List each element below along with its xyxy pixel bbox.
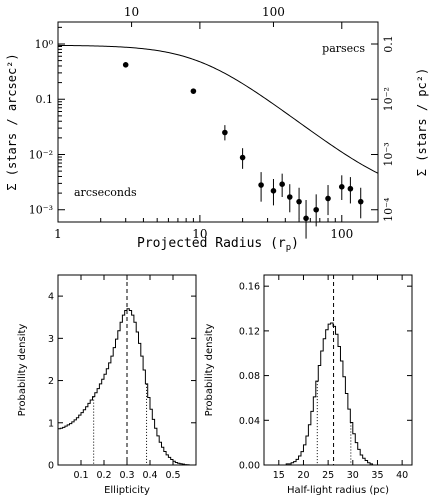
ellipticity-panel: 0.1 0.2 0.3 0.4 0.5 0 1 2 3 4 Ellipticity Probabi…: [17, 274, 197, 496]
right-axis-label: 10⁻⁴: [382, 197, 395, 222]
top-axis-label: 100: [262, 5, 285, 19]
ellipticity-histogram: [58, 308, 196, 466]
x-tick-label: 0.3: [119, 470, 134, 481]
x-tick-label: 100: [330, 227, 353, 241]
half-light-radius-histogram: [278, 322, 403, 466]
x-tick-label: 0.2: [96, 470, 111, 481]
x-axis-label-subscript: p: [286, 243, 291, 253]
half-light-radius-frame: [263, 274, 413, 466]
surface-density-right-axis: 0.1 10⁻² 10⁻³ 10⁻⁴: [382, 35, 395, 222]
ellipticity-x-label: Ellipticity: [104, 485, 150, 496]
x-tick-label: 40: [396, 470, 408, 481]
data-point: [258, 182, 264, 188]
y-tick-label: 2: [48, 376, 54, 387]
x-tick-label: 1: [54, 227, 62, 241]
data-point: [279, 181, 285, 187]
surface-density-right-y-label: Σ (stars / pc²): [415, 68, 429, 176]
x-tick-label: 35: [371, 470, 383, 481]
half-light-radius-x-label: Half-light radius (pc): [287, 485, 389, 496]
y-tick-label: 0.04: [239, 416, 260, 427]
y-tick-label: 10⁻³: [29, 204, 53, 217]
y-tick-label: 0.00: [239, 461, 260, 472]
arcseconds-label: arcseconds: [74, 186, 137, 199]
x-tick-label: 10: [192, 227, 207, 241]
data-point: [270, 188, 277, 194]
y-tick-label: 4: [48, 292, 54, 303]
data-point: [347, 185, 354, 192]
data-point: [122, 62, 129, 68]
data-point: [325, 195, 331, 202]
top-axis-label: 10: [124, 5, 139, 19]
right-axis-label: 10⁻²: [382, 87, 395, 111]
half-light-radius-y-label: Probability density: [204, 324, 215, 417]
y-tick-label: 0.12: [239, 326, 260, 337]
y-tick-label: 0.1: [36, 93, 54, 106]
surface-density-x-ticks: 1 10 100: [54, 22, 353, 241]
x-tick-label: 15: [273, 470, 285, 481]
y-tick-label: 10⁻²: [29, 148, 53, 161]
surface-density-frame: [57, 21, 379, 223]
x-axis-label-text: Projected Radius (r: [137, 236, 286, 251]
ellipticity-ticks: 0.1 0.2 0.3 0.4 0.5 0 1 2 3 4: [48, 275, 196, 481]
x-tick-label: 30: [347, 470, 359, 481]
data-point: [303, 215, 309, 222]
surface-density-y-ticks: 10⁰ 0.1 10⁻² 10⁻³: [29, 26, 378, 217]
right-axis-label: 0.1: [382, 35, 395, 53]
y-tick-label: 0: [48, 461, 54, 472]
y-tick-label: 1: [48, 418, 54, 429]
data-point: [239, 154, 246, 161]
y-tick-label: 3: [48, 334, 54, 345]
half-light-radius-reference-lines: [316, 275, 352, 465]
surface-density-top-axis: 10 100: [124, 5, 285, 27]
data-point: [338, 184, 345, 190]
data-point: [313, 206, 319, 213]
x-tick-label: 0.1: [73, 470, 88, 481]
half-light-radius-panel: 15 20 25 30 35 40 0.00 0.04 0.08 0.12 0.16 Half-li…: [204, 274, 413, 496]
parsecs-label: parsecs: [322, 42, 365, 55]
x-tick-label: 25: [322, 470, 334, 481]
y-tick-label: 10⁰: [35, 38, 54, 51]
x-axis-label-close: ): [291, 236, 299, 251]
surface-density-left-y-label: Σ (stars / arcsec²): [5, 53, 19, 190]
y-tick-label: 0.08: [239, 371, 260, 382]
data-point: [286, 194, 293, 200]
data-point: [296, 198, 302, 205]
ellipticity-y-label: Probability density: [17, 324, 28, 417]
surface-density-x-axis-label: Projected Radius (rp): [137, 236, 299, 253]
data-point: [222, 129, 228, 136]
ellipticity-reference-lines: [93, 275, 148, 465]
x-tick-label: 0.5: [165, 470, 180, 481]
surface-density-model-curve: [57, 44, 379, 174]
x-tick-label: 0.4: [142, 470, 157, 481]
data-point: [357, 198, 364, 205]
data-point: [190, 88, 197, 94]
surface-density-points: [122, 62, 364, 239]
y-tick-label: 0.16: [239, 282, 260, 293]
half-light-radius-ticks: 15 20 25 30 35 40 0.00 0.04 0.08 0.12 0.16: [239, 275, 412, 481]
right-axis-label: 10⁻³: [382, 142, 395, 166]
x-tick-label: 20: [297, 470, 309, 481]
